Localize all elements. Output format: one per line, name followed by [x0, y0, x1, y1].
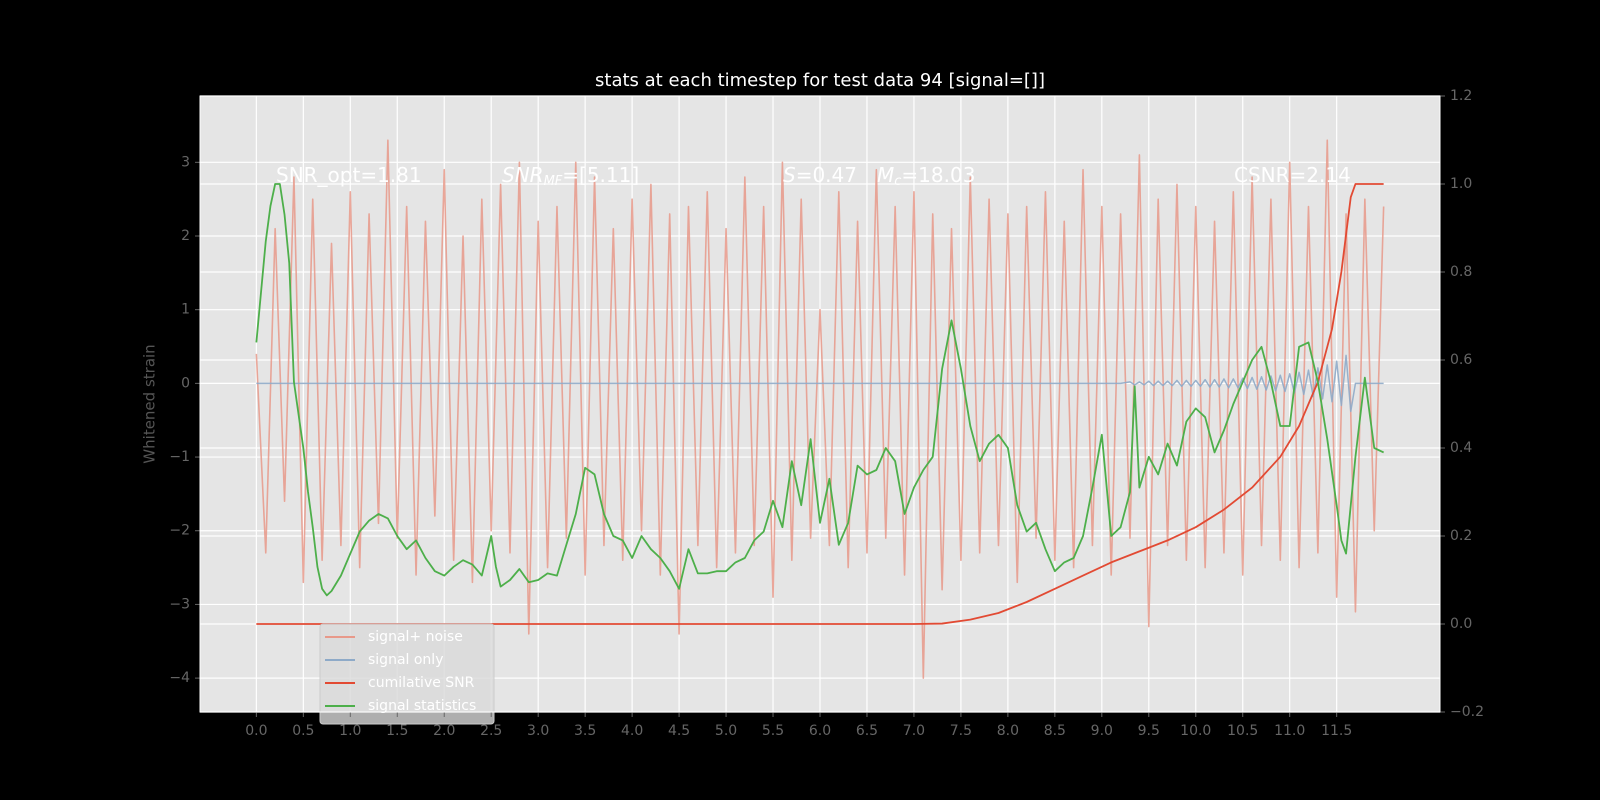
x-tick-label: 3.5 [574, 723, 596, 739]
ticks: 0.0 0.5 1.0 1.5 2.0 2.5 3.0 3.5 4.0 4.5 5.0 5.5 6.0 6… [169, 88, 1484, 739]
y-tick-label: 1 [181, 302, 190, 318]
y2-tick-label: 0.2 [1450, 528, 1472, 544]
y-tick-label: −4 [169, 670, 190, 686]
annotation-part: =0.47 [796, 163, 857, 187]
x-tick-label: 0.0 [245, 723, 267, 739]
annotation: S=0.47 [783, 163, 857, 187]
annotation-part: MF [544, 174, 563, 189]
x-tick-label: 5.0 [715, 723, 737, 739]
annotation-part: =[5.11] [562, 163, 639, 187]
x-tick-label: 7.5 [950, 723, 972, 739]
series-line [256, 354, 1384, 413]
x-tick-label: 9.5 [1138, 723, 1160, 739]
x-tick-label: 9.0 [1091, 723, 1113, 739]
y-axis-label: Whitened strain [141, 344, 159, 463]
annotation-part: M [877, 163, 894, 187]
x-tick-label: 10.5 [1227, 723, 1258, 739]
x-tick-label: 3.0 [527, 723, 549, 739]
series-line [255, 183, 1385, 597]
x-tick-label: 8.5 [1044, 723, 1066, 739]
legend-label: signal+ noise [368, 629, 463, 645]
y2-tick-label: 0.8 [1450, 264, 1472, 280]
x-tick-label: 4.5 [668, 723, 690, 739]
y2-tick-label: 1.2 [1450, 88, 1472, 104]
y-tick-label: 2 [181, 228, 190, 244]
annotation-part: SNR_opt=1.81 [276, 163, 422, 187]
x-tick-label: 7.0 [903, 723, 925, 739]
annotation: CSNR=2.14 [1234, 163, 1351, 187]
legend-label: cumilative SNR [368, 675, 475, 691]
x-tick-label: 5.5 [762, 723, 784, 739]
annotation-part: CSNR=2.14 [1234, 163, 1351, 187]
series-line [255, 139, 1385, 679]
annotation-part: =18.03 [901, 163, 975, 187]
y2-tick-label: 0.0 [1450, 616, 1472, 632]
y2-tick-label: −0.2 [1450, 704, 1484, 720]
y2-tick-label: 0.6 [1450, 352, 1472, 368]
series-layer [255, 139, 1385, 679]
legend-label: signal only [368, 652, 443, 668]
annotation-part: c [894, 174, 901, 189]
y2-tick-label: 1.0 [1450, 176, 1472, 192]
x-tick-label: 4.0 [621, 723, 643, 739]
y-tick-label: −3 [169, 596, 190, 612]
chart-title: stats at each timestep for test data 94 … [595, 70, 1045, 91]
annotation: SNRMF=[5.11] [502, 163, 639, 189]
plot-frame [199, 95, 1441, 713]
y-tick-label: −2 [169, 523, 190, 539]
x-tick-label: 6.5 [856, 723, 878, 739]
legend: signal+ noise signal only cumilative SNR si… [319, 623, 495, 725]
x-tick-label: 1.5 [386, 723, 408, 739]
x-tick-label: 2.5 [480, 723, 502, 739]
y2-tick-label: 0.4 [1450, 440, 1472, 456]
annotation: SNR_opt=1.81 [276, 163, 422, 187]
x-tick-label: 1.0 [339, 723, 361, 739]
annotation-part: S [783, 163, 796, 187]
annotation: Mc=18.03 [877, 163, 975, 189]
x-tick-label: 0.5 [292, 723, 314, 739]
x-tick-label: 11.0 [1274, 723, 1305, 739]
x-tick-label: 8.0 [997, 723, 1019, 739]
annotation-part: SNR [502, 163, 544, 187]
series-line [256, 183, 1384, 625]
legend-box [319, 623, 495, 725]
annotations: SNR_opt=1.81 SNRMF=[5.11] S=0.47 Mc=18.03 CS… [276, 163, 1351, 189]
x-tick-label: 2.0 [433, 723, 455, 739]
y-tick-label: 3 [181, 154, 190, 170]
x-tick-label: 10.0 [1180, 723, 1211, 739]
legend-label: signal statistics [368, 698, 476, 714]
x-tick-label: 11.5 [1321, 723, 1352, 739]
y-tick-label: −1 [169, 449, 190, 465]
x-tick-label: 6.0 [809, 723, 831, 739]
y-tick-label: 0 [181, 375, 190, 391]
